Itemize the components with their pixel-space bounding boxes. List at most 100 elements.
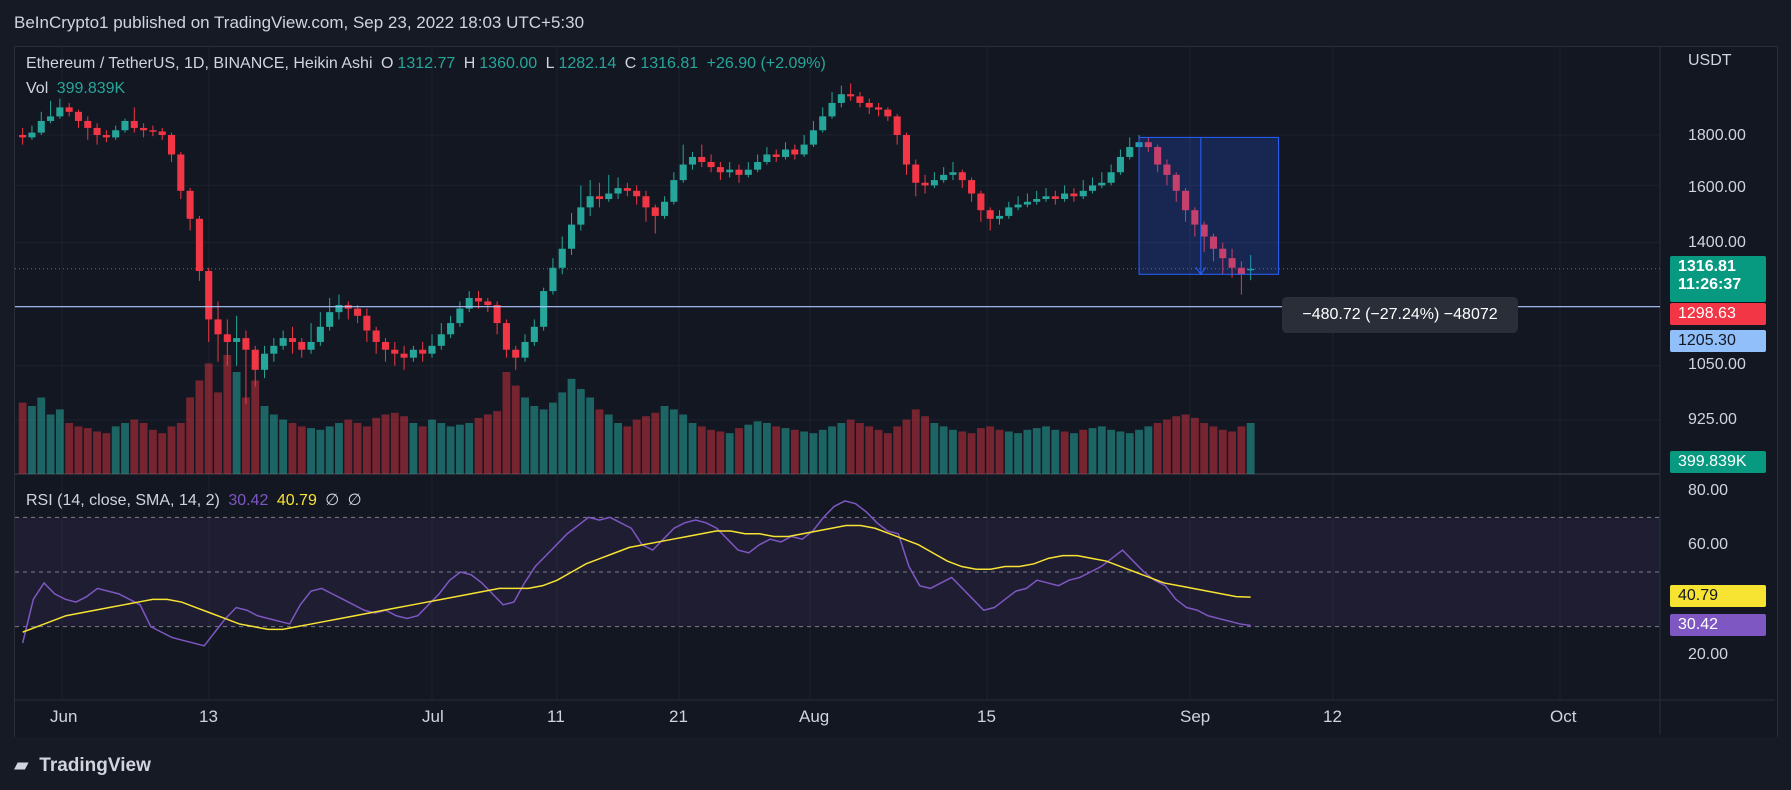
volume-bar bbox=[223, 355, 232, 474]
candle-body bbox=[642, 196, 650, 208]
candle-body bbox=[819, 116, 827, 131]
candle bbox=[763, 147, 771, 165]
volume-bar bbox=[1116, 431, 1125, 474]
tradingview-logo[interactable]: ▰ TradingView bbox=[14, 754, 151, 777]
candle-body bbox=[1098, 182, 1106, 186]
volume-bar bbox=[725, 433, 734, 474]
candle-body bbox=[149, 130, 157, 132]
candle-body bbox=[102, 135, 110, 138]
candle-body bbox=[893, 116, 901, 135]
rsi-line bbox=[21, 500, 1251, 647]
volume-bar bbox=[242, 397, 250, 474]
candle bbox=[1107, 164, 1115, 186]
volume-bar bbox=[502, 372, 511, 474]
candle-body bbox=[809, 130, 817, 145]
candle bbox=[1200, 221, 1208, 252]
volume-bar bbox=[428, 419, 436, 474]
volume-bar bbox=[539, 409, 548, 474]
candle bbox=[540, 287, 548, 331]
close-label: C bbox=[624, 55, 637, 72]
candle-body bbox=[912, 164, 920, 183]
measure-label: −480.72 (−27.24%) −48072 bbox=[1282, 297, 1518, 333]
candle bbox=[242, 330, 250, 405]
candle bbox=[502, 319, 510, 358]
price-tick: 1400.00 bbox=[1688, 234, 1746, 251]
volume-bar bbox=[669, 409, 678, 474]
volume-bar bbox=[344, 419, 353, 474]
candle bbox=[195, 215, 203, 281]
volume-bar bbox=[772, 426, 781, 474]
candle bbox=[605, 174, 613, 202]
volume-bar bbox=[781, 428, 790, 474]
candle-body bbox=[363, 315, 371, 331]
chart-frame[interactable] bbox=[14, 46, 1778, 738]
candle bbox=[651, 204, 659, 234]
volume-bar bbox=[818, 429, 827, 474]
publish-header: BeInCrypto1 published on TradingView.com… bbox=[0, 0, 1791, 46]
x-tick: Jul bbox=[422, 707, 444, 726]
volume-bar bbox=[418, 426, 427, 474]
candle bbox=[577, 185, 585, 231]
candle-body bbox=[744, 169, 752, 175]
volume-bar bbox=[530, 406, 539, 474]
last-price-value: 1316.81 bbox=[1678, 258, 1736, 275]
candle-body bbox=[791, 149, 799, 155]
candle-body bbox=[1237, 267, 1245, 275]
candle-body bbox=[484, 301, 492, 306]
volume-bar bbox=[521, 397, 529, 474]
high-value: 1360.00 bbox=[479, 55, 538, 72]
candle bbox=[1182, 188, 1190, 222]
close-value: 1316.81 bbox=[640, 55, 699, 72]
candle bbox=[465, 291, 473, 313]
candle-body bbox=[465, 298, 473, 309]
volume-bar bbox=[911, 409, 920, 474]
footer-bar bbox=[0, 737, 1791, 790]
candle bbox=[177, 151, 185, 200]
candle-body bbox=[530, 326, 538, 342]
candle-body bbox=[540, 291, 548, 327]
candle-body bbox=[735, 169, 743, 175]
volume-bar bbox=[1153, 423, 1162, 474]
candle-body bbox=[1061, 193, 1069, 200]
candle-body bbox=[577, 207, 585, 225]
rsi-tick: 20.00 bbox=[1688, 646, 1729, 663]
rsi-sma-tag: 40.79 bbox=[1670, 585, 1766, 607]
volume-bar bbox=[279, 419, 288, 474]
candle bbox=[1228, 248, 1236, 278]
volume-bar bbox=[753, 421, 762, 474]
candle-body bbox=[512, 349, 520, 358]
volume-bar bbox=[558, 392, 567, 474]
x-tick: Sep bbox=[1180, 707, 1211, 726]
candle bbox=[707, 154, 715, 173]
candle-body bbox=[549, 267, 557, 292]
candle bbox=[102, 130, 110, 143]
candle bbox=[856, 92, 864, 108]
candle bbox=[437, 323, 445, 350]
candle bbox=[112, 125, 120, 140]
candle-body bbox=[502, 323, 510, 350]
candle-body bbox=[865, 102, 873, 108]
candle-body bbox=[605, 193, 613, 200]
candle bbox=[1014, 196, 1022, 211]
candle-body bbox=[437, 334, 445, 346]
candle bbox=[1023, 193, 1031, 208]
candle bbox=[521, 334, 529, 362]
rsi-label: RSI (14, close, SMA, 14, 2) bbox=[26, 492, 220, 509]
symbol-legend: Ethereum / TetherUS, 1D, BINANCE, Heikin… bbox=[26, 55, 830, 73]
volume-bar bbox=[809, 433, 818, 474]
volume-tag: 399.839K bbox=[1670, 451, 1766, 473]
candle-body bbox=[1154, 147, 1162, 165]
volume-bar bbox=[297, 426, 306, 474]
volume-bar bbox=[567, 378, 576, 474]
candle-body bbox=[884, 109, 892, 117]
volume-bar bbox=[856, 423, 864, 474]
candle-body bbox=[47, 116, 55, 121]
candle bbox=[205, 267, 213, 342]
candle bbox=[670, 172, 678, 205]
rsi-pane bbox=[15, 500, 1660, 647]
candle-body bbox=[772, 154, 780, 157]
candle-body bbox=[726, 169, 734, 173]
candle-body bbox=[995, 215, 1004, 219]
candle-body bbox=[1182, 190, 1190, 211]
